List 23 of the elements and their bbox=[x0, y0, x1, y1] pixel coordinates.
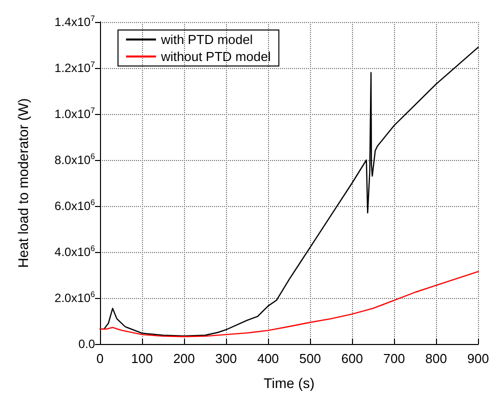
legend-label: without PTD model bbox=[160, 49, 271, 64]
x-tick-label: 700 bbox=[383, 351, 405, 366]
x-tick-label: 100 bbox=[131, 351, 153, 366]
x-tick-label: 0 bbox=[96, 351, 104, 366]
y-tick-label: 1.4x10$^{7}$ bbox=[54, 14, 95, 30]
y-axis-title: Heat load to moderator (W) bbox=[15, 98, 31, 268]
x-tick-label: 600 bbox=[341, 351, 363, 366]
x-axis-title: Time (s) bbox=[264, 375, 314, 391]
line-series bbox=[99, 270, 479, 338]
y-tick-label: 2.0x10$^{6}$ bbox=[54, 290, 95, 306]
y-tick-label: 8.0x10$^{6}$ bbox=[54, 152, 95, 168]
y-tick-label: 0.0 bbox=[78, 336, 95, 352]
x-tick-label: 500 bbox=[299, 351, 321, 366]
y-tick-label: 4.0x10$^{6}$ bbox=[54, 244, 95, 260]
x-tick-label: 300 bbox=[215, 351, 237, 366]
y-tick-label: 6.0x10$^{6}$ bbox=[54, 198, 95, 214]
legend-label: with PTD model bbox=[160, 32, 253, 47]
x-tick-label: 800 bbox=[425, 351, 447, 366]
y-tick-label: 1.2x10$^{7}$ bbox=[54, 60, 95, 76]
x-tick-label: 900 bbox=[467, 351, 490, 366]
y-tick-label: 1.0x10$^{7}$ bbox=[54, 106, 95, 122]
x-tick-label: 400 bbox=[257, 351, 279, 366]
x-tick-label: 200 bbox=[173, 351, 195, 366]
